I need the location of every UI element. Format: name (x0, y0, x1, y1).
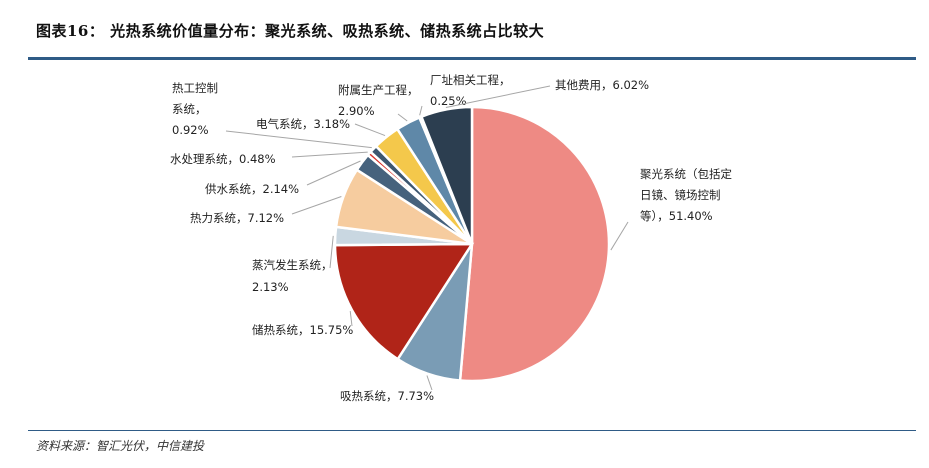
slice-label: 热力系统，7.12% (190, 211, 284, 225)
leader-line (225, 130, 372, 149)
pie-slice (458, 105, 611, 383)
leader-line (354, 123, 386, 137)
leader-line (426, 375, 433, 391)
slice-label: 附属生产工程， (338, 83, 419, 97)
leader-line (329, 235, 334, 269)
slice-label: 水处理系统，0.48% (170, 152, 276, 166)
source-note: 资料来源：智汇光伏，中信建投 (36, 439, 205, 453)
slice-label: 热工控制 (172, 81, 218, 95)
leader-line (397, 113, 408, 122)
slice-label: 储热系统，15.75% (252, 323, 353, 337)
leader-line (445, 85, 551, 108)
slice-label: 聚光系统（包括定 (640, 167, 732, 181)
pie-slice (333, 242, 475, 361)
slice-label: 吸热系统，7.73% (340, 389, 434, 403)
pie-slice (419, 105, 474, 245)
slice-label: 日镜、镜场控制 (640, 188, 721, 202)
slice-label: 0.25% (430, 94, 467, 108)
chart-title: 图表16： 光热系统价值量分布：聚光系统、吸热系统、储热系统占比较大 (36, 22, 545, 40)
slice-label: 2.13% (252, 280, 289, 294)
leader-line (349, 310, 353, 327)
leader-line (291, 196, 342, 215)
title-divider (28, 57, 916, 60)
slice-label: 其他费用，6.02% (555, 78, 649, 92)
slice-label: 蒸汽发生系统， (252, 258, 333, 272)
leader-line (610, 221, 629, 251)
slice-label: 系统， (172, 102, 207, 116)
leader-line (306, 160, 361, 186)
slice-label: 电气系统，3.18% (256, 117, 350, 131)
leader-line (291, 151, 368, 158)
footer-divider (28, 430, 916, 431)
slice-label: 2.90% (338, 104, 375, 118)
slice-label: 厂址相关工程， (430, 73, 511, 87)
leader-line (419, 105, 423, 116)
slice-label: 等），51.40% (640, 209, 713, 223)
slice-label: 0.92% (172, 123, 209, 137)
slice-label: 供水系统，2.14% (205, 182, 299, 196)
